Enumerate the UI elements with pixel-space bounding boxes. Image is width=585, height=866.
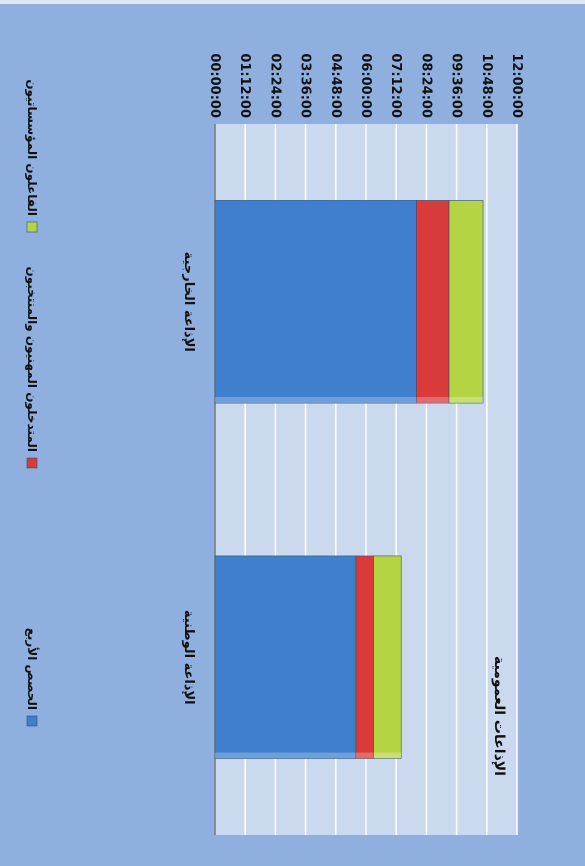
- y-tick-label: 09:36:00: [449, 53, 464, 118]
- bar-highlight: [355, 752, 374, 759]
- y-tick-labels: 00:00:00 01:12:00 02:24:00 03:36:00 04:48:00…: [207, 53, 524, 118]
- bar-highlight: [449, 397, 484, 404]
- rotated-chart: 00:00:00 01:12:00 02:24:00 03:36:00 04:48:00…: [24, 53, 524, 835]
- legend-swatch: [26, 715, 38, 727]
- y-tick-label: 02:24:00: [267, 53, 282, 118]
- y-tick-label: 12:00:00: [509, 53, 524, 118]
- chart-title: الإذاعات العمومية: [491, 656, 507, 776]
- legend-label: الفاعلون المؤسساتيون: [24, 79, 39, 216]
- bar-segment: [373, 555, 402, 759]
- bar-highlight: [215, 397, 417, 404]
- y-tick-label: 00:00:00: [207, 53, 222, 118]
- bar-segment: [355, 555, 374, 759]
- y-tick-label: 08:24:00: [418, 53, 433, 118]
- y-tick-label: 01:12:00: [237, 53, 252, 118]
- y-tick-label: 07:12:00: [388, 53, 403, 118]
- y-tick-label: 04:48:00: [328, 53, 343, 118]
- legend-label: الحصص الأربع: [25, 628, 40, 710]
- legend-swatch: [26, 457, 38, 469]
- bar-segment: [214, 200, 417, 404]
- bar-segment: [214, 555, 357, 759]
- bar-highlight: [416, 397, 450, 404]
- top-border: [0, 0, 585, 4]
- bar-segment: [416, 200, 450, 404]
- bar-segment: [448, 200, 484, 404]
- y-tick-label: 03:36:00: [298, 53, 313, 118]
- y-tick-label: 10:48:00: [479, 53, 494, 118]
- category-label: الإذاعة الوطنية: [181, 610, 196, 705]
- category-labels: الإذاعة الخارجية الإذاعة الوطنية: [181, 252, 196, 705]
- legend-label: المتدخلون المهنيون والمنتخبون: [24, 266, 39, 452]
- legend-swatch: [26, 221, 38, 233]
- bar-highlight: [215, 752, 356, 759]
- category-label: الإذاعة الخارجية: [181, 252, 196, 352]
- bars: [214, 200, 484, 759]
- legend: الحصص الأربع المتدخلون المهنيون والمنتخبو…: [24, 79, 40, 727]
- bar-highlight: [373, 752, 402, 759]
- y-tick-label: 06:00:00: [358, 53, 373, 118]
